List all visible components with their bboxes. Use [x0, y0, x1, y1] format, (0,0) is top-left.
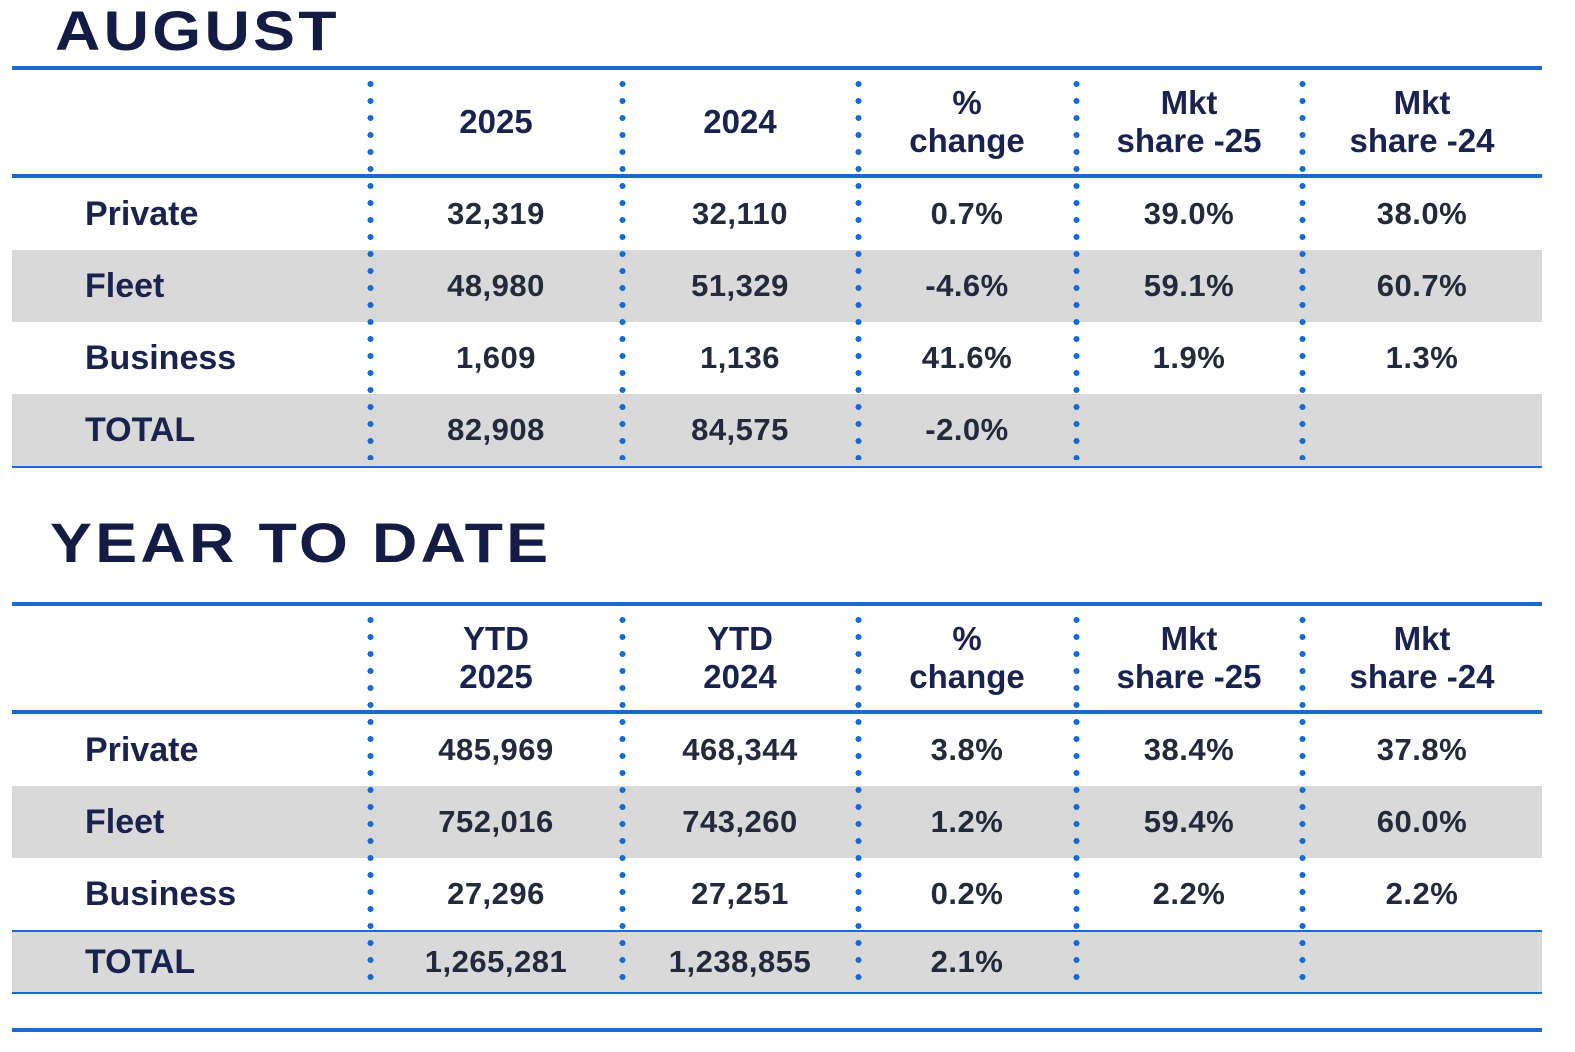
header-row: 2025 2024 % change Mkt share -25 Mkt sha…: [12, 70, 1542, 174]
table-cell: 1.3%: [1385, 340, 1459, 375]
dotted-column-separator: [1299, 612, 1306, 986]
table-cell: 38.4%: [1143, 732, 1235, 767]
table-cell: 37.8%: [1376, 732, 1468, 767]
ytd-section-title: YEAR TO DATE: [50, 511, 552, 574]
table-cell: -2.0%: [925, 412, 1009, 447]
header-row: YTD 2025 YTD 2024 % change Mkt share -25…: [12, 606, 1542, 710]
table-row-fleet: Fleet 48,980 51,329 -4.6% 59.1% 60.7%: [12, 250, 1542, 322]
table-cell: 27,296: [447, 876, 545, 911]
row-label: Business: [85, 338, 237, 377]
table-cell: -4.6%: [925, 268, 1009, 303]
august-section-title: AUGUST: [55, 0, 340, 62]
ytd-section: YEAR TO DATE YTD 2025 YTD 2024 % change …: [0, 514, 1575, 994]
dotted-column-separator: [1299, 76, 1306, 460]
table-cell: 752,016: [438, 804, 554, 839]
table-cell: 60.0%: [1376, 804, 1468, 839]
row-label: Private: [85, 730, 199, 769]
table-cell: 2.1%: [930, 944, 1004, 979]
table-cell: 2.2%: [1385, 876, 1459, 911]
table-row-total: TOTAL 1,265,281 1,238,855 2.1%: [12, 932, 1542, 992]
table-cell: 32,319: [447, 196, 545, 231]
table-cell: 41.6%: [921, 340, 1013, 375]
column-header-2024: 2024: [703, 103, 777, 140]
table-cell: 3.8%: [930, 732, 1004, 767]
registrations-report: AUGUST 2025 2024 % change Mkt share -25 …: [0, 2, 1575, 1032]
column-header-mkt-share-24: Mkt share -24: [1349, 84, 1495, 159]
august-table: 2025 2024 % change Mkt share -25 Mkt sha…: [12, 66, 1542, 468]
table-cell: 743,260: [682, 804, 798, 839]
dotted-column-separator: [1073, 612, 1080, 986]
table-row-fleet: Fleet 752,016 743,260 1.2% 59.4% 60.0%: [12, 786, 1542, 858]
dotted-column-separator: [619, 612, 626, 986]
row-label: Private: [85, 194, 199, 233]
table-row-business: Business 27,296 27,251 0.2% 2.2% 2.2%: [12, 858, 1542, 930]
dotted-column-separator: [367, 76, 374, 460]
row-label: Fleet: [85, 266, 165, 305]
table-cell: 1,265,281: [424, 944, 568, 979]
table-cell: 59.4%: [1143, 804, 1235, 839]
table-row-business: Business 1,609 1,136 41.6% 1.9% 1.3%: [12, 322, 1542, 394]
table-bottom-divider: [12, 466, 1542, 468]
table-row-private: Private 485,969 468,344 3.8% 38.4% 37.8%: [12, 714, 1542, 786]
table-cell: 1.2%: [930, 804, 1004, 839]
dotted-column-separator: [1073, 76, 1080, 460]
row-label: TOTAL: [85, 410, 196, 449]
table-cell: 485,969: [438, 732, 554, 767]
column-header-mkt-share-25: Mkt share -25: [1116, 84, 1262, 159]
table-cell: 51,329: [691, 268, 789, 303]
dotted-column-separator: [855, 612, 862, 986]
row-label: Business: [85, 874, 237, 913]
table-cell: 39.0%: [1143, 196, 1235, 231]
column-header-2025: 2025: [459, 103, 533, 140]
table-cell: 0.2%: [930, 876, 1004, 911]
table-cell: 2.2%: [1152, 876, 1226, 911]
table-cell: 1,609: [455, 340, 537, 375]
table-cell: 48,980: [447, 268, 545, 303]
table-row-total: TOTAL 82,908 84,575 -2.0%: [12, 394, 1542, 466]
table-cell: 1,136: [699, 340, 781, 375]
table-cell: 38.0%: [1376, 196, 1468, 231]
august-section: AUGUST 2025 2024 % change Mkt share -25 …: [0, 2, 1575, 468]
column-header-mkt-share-24: Mkt share -24: [1349, 620, 1495, 695]
column-header-pct-change: % change: [909, 620, 1025, 695]
table-bottom-divider: [12, 992, 1542, 994]
table-top-divider: [12, 602, 1542, 606]
row-label: Fleet: [85, 802, 165, 841]
header-bottom-divider: [12, 710, 1542, 714]
total-top-divider: [12, 930, 1542, 932]
column-header-ytd-2024: YTD 2024: [703, 620, 777, 695]
table-cell: 82,908: [447, 412, 545, 447]
column-header-pct-change: % change: [909, 84, 1025, 159]
row-label: TOTAL: [85, 942, 196, 981]
table-cell: 0.7%: [930, 196, 1004, 231]
page-bottom-divider: [12, 1028, 1542, 1032]
table-cell: 60.7%: [1376, 268, 1468, 303]
table-cell: 32,110: [691, 196, 789, 231]
table-top-divider: [12, 66, 1542, 70]
dotted-column-separator: [855, 76, 862, 460]
dotted-column-separator: [367, 612, 374, 986]
table-cell: 27,251: [691, 876, 789, 911]
table-cell: 468,344: [682, 732, 798, 767]
column-header-mkt-share-25: Mkt share -25: [1116, 620, 1262, 695]
dotted-column-separator: [619, 76, 626, 460]
table-cell: 1.9%: [1152, 340, 1226, 375]
ytd-table: YTD 2025 YTD 2024 % change Mkt share -25…: [12, 602, 1542, 994]
header-bottom-divider: [12, 174, 1542, 178]
column-header-ytd-2025: YTD 2025: [459, 620, 533, 695]
table-row-private: Private 32,319 32,110 0.7% 39.0% 38.0%: [12, 178, 1542, 250]
table-cell: 84,575: [691, 412, 789, 447]
table-cell: 59.1%: [1143, 268, 1235, 303]
table-cell: 1,238,855: [668, 944, 812, 979]
